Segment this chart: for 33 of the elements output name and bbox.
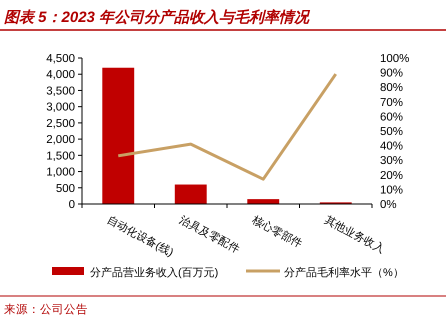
y2-tick-label: 20% <box>380 170 404 182</box>
y2-tick-label: 80% <box>380 82 404 94</box>
y-tick-label: 3,000 <box>46 102 75 114</box>
y-tick-label: 2,500 <box>46 118 75 130</box>
y2-tick-label: 0% <box>380 199 397 211</box>
x-tick-label: 其他业务收入 <box>322 213 387 256</box>
y-tick-label: 3,500 <box>46 85 75 98</box>
y2-tick-label: 50% <box>380 126 404 138</box>
y-tick-label: 500 <box>56 182 75 195</box>
bar <box>247 199 280 204</box>
y2-tick-label: 70% <box>380 96 404 109</box>
y2-tick-label: 40% <box>380 140 404 153</box>
y2-tick-label: 60% <box>380 111 404 124</box>
y-tick-label: 4,500 <box>46 53 75 65</box>
title: 图表 5：2023 年公司分产品收入与毛利率情况 <box>4 9 310 26</box>
y-tick-label: 4,000 <box>46 69 75 82</box>
y2-tick-label: 90% <box>380 68 404 80</box>
y-tick-label: 1,000 <box>46 166 75 179</box>
y2-tick-label: 30% <box>380 155 404 168</box>
y2-tick-label: 10% <box>380 184 404 196</box>
bar <box>174 184 207 204</box>
bar <box>102 68 134 204</box>
y-tick-label: 2,000 <box>46 134 75 146</box>
source-note: 来源：公司公告 <box>4 303 88 316</box>
legend-label: 分产品营业务收入(百万元) <box>90 266 218 279</box>
x-tick-label: 核心零部件 <box>248 212 305 250</box>
y2-tick-label: 100% <box>380 53 410 65</box>
x-tick-label: 治具及零配件 <box>177 214 242 256</box>
x-tick-label: 自动化设备(线) <box>104 213 176 260</box>
y-tick-label: 1,500 <box>46 150 75 162</box>
y-tick-label: 0 <box>68 199 75 211</box>
legend-label: 分产品毛利率水平（%） <box>284 266 404 279</box>
line-series <box>116 72 338 181</box>
